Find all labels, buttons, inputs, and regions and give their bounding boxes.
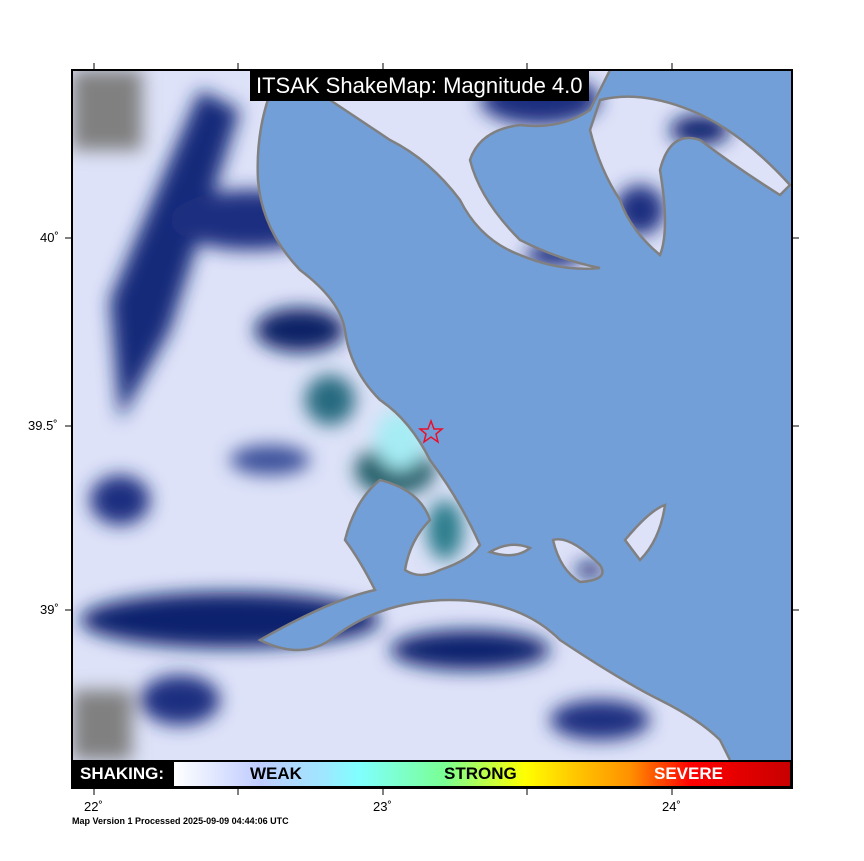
lat-tick-39-5: 39.5˚ <box>28 418 58 433</box>
legend-weak: WEAK <box>250 764 302 783</box>
map-title: ITSAK ShakeMap: Magnitude 4.0 <box>250 71 589 101</box>
star-icon <box>417 418 445 444</box>
lat-tick-39: 39˚ <box>40 602 59 617</box>
legend-severe: SEVERE <box>654 764 723 783</box>
map-version-footer: Map Version 1 Processed 2025-09-09 04:44… <box>72 816 289 826</box>
lat-tick-40: 40˚ <box>40 230 59 245</box>
lon-tick-22: 22˚ <box>84 799 103 814</box>
lon-tick-24: 24˚ <box>662 799 681 814</box>
legend-strong: STRONG <box>444 764 517 783</box>
shaking-legend: SHAKING: WEAK STRONG SEVERE <box>72 760 792 788</box>
map-frame <box>71 69 793 789</box>
legend-label: SHAKING: <box>80 764 165 783</box>
lon-tick-23: 23˚ <box>373 799 392 814</box>
shaking-color-scale: WEAK STRONG SEVERE <box>174 762 790 786</box>
axis-ticks <box>65 63 799 795</box>
coastline <box>256 70 792 760</box>
